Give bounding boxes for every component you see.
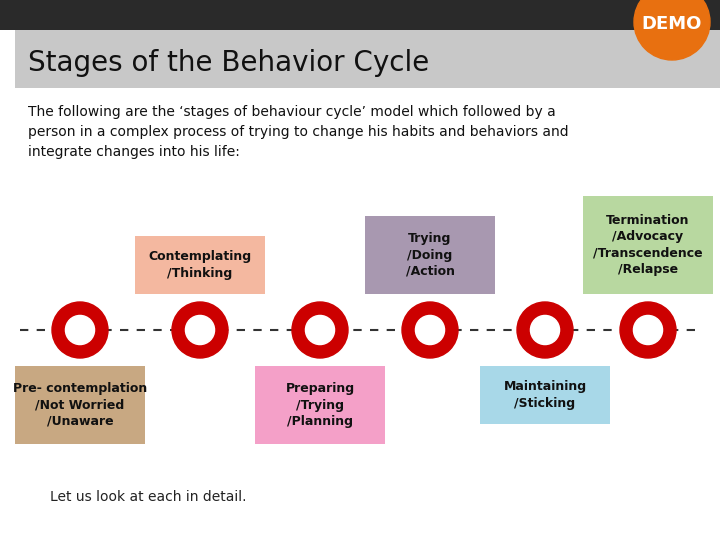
Circle shape xyxy=(172,302,228,358)
Text: Termination
/Advocacy
/Transcendence
/Relapse: Termination /Advocacy /Transcendence /Re… xyxy=(593,214,703,276)
Text: Maintaining
/Sticking: Maintaining /Sticking xyxy=(503,380,587,410)
Circle shape xyxy=(305,315,335,345)
FancyBboxPatch shape xyxy=(15,30,720,88)
Circle shape xyxy=(620,302,676,358)
FancyBboxPatch shape xyxy=(0,0,720,30)
Circle shape xyxy=(531,315,559,345)
Text: The following are the ‘stages of behaviour cycle’ model which followed by a
pers: The following are the ‘stages of behavio… xyxy=(28,105,569,159)
Circle shape xyxy=(402,302,458,358)
Text: DEMO: DEMO xyxy=(642,15,702,33)
FancyBboxPatch shape xyxy=(365,216,495,294)
Text: Stages of the Behavior Cycle: Stages of the Behavior Cycle xyxy=(28,49,429,77)
Circle shape xyxy=(52,302,108,358)
Circle shape xyxy=(66,315,94,345)
Circle shape xyxy=(292,302,348,358)
Circle shape xyxy=(186,315,215,345)
Text: Preparing
/Trying
/Planning: Preparing /Trying /Planning xyxy=(285,382,354,428)
Text: Trying
/Doing
/Action: Trying /Doing /Action xyxy=(405,232,454,278)
FancyBboxPatch shape xyxy=(480,366,610,424)
Text: Pre- contemplation
/Not Worried
/Unaware: Pre- contemplation /Not Worried /Unaware xyxy=(13,382,147,428)
Text: Contemplating
/Thinking: Contemplating /Thinking xyxy=(148,250,251,280)
Text: Let us look at each in detail.: Let us look at each in detail. xyxy=(50,490,246,504)
Circle shape xyxy=(634,315,662,345)
FancyBboxPatch shape xyxy=(583,196,713,294)
FancyBboxPatch shape xyxy=(135,236,265,294)
FancyBboxPatch shape xyxy=(255,366,385,444)
Circle shape xyxy=(415,315,444,345)
Circle shape xyxy=(517,302,573,358)
Circle shape xyxy=(634,0,710,60)
FancyBboxPatch shape xyxy=(15,366,145,444)
